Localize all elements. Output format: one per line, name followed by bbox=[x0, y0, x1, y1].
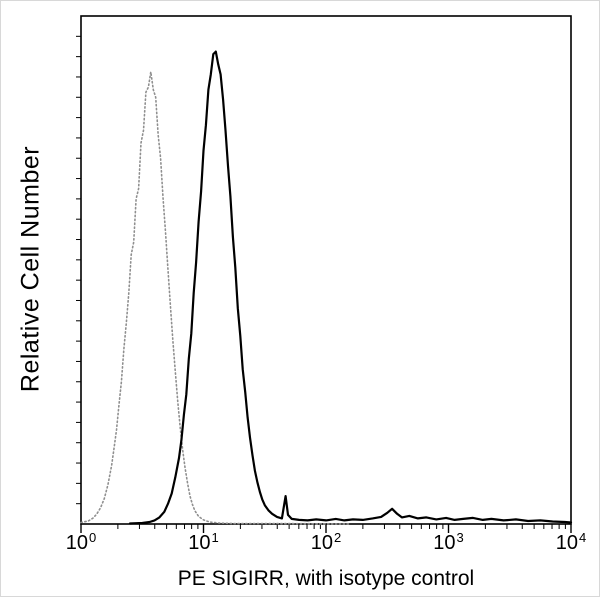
x-tick-exponent: 1 bbox=[211, 530, 219, 545]
x-tick-label: 100 bbox=[65, 530, 97, 555]
x-tick-label: 101 bbox=[188, 530, 219, 555]
x-tick-label: 104 bbox=[555, 530, 587, 555]
x-tick-exponent: 0 bbox=[89, 530, 97, 545]
series-pe-sigirr bbox=[128, 50, 573, 525]
series-isotype-control bbox=[80, 71, 352, 525]
x-tick-label: 102 bbox=[310, 530, 342, 555]
x-tick-base: 10 bbox=[188, 532, 211, 554]
x-tick-base: 10 bbox=[310, 532, 334, 554]
x-tick-exponent: 3 bbox=[456, 530, 464, 545]
y-axis-label: Relative Cell Number bbox=[16, 145, 45, 393]
x-tick-base: 10 bbox=[555, 532, 579, 554]
x-tick-exponent: 4 bbox=[579, 530, 587, 545]
x-tick-label: 103 bbox=[433, 530, 464, 555]
plot-frame bbox=[80, 15, 572, 525]
x-tick-base: 10 bbox=[65, 532, 89, 554]
x-tick-base: 10 bbox=[433, 532, 456, 554]
x-axis-label: PE SIGIRR, with isotype control bbox=[177, 567, 475, 590]
x-tick-exponent: 2 bbox=[334, 530, 342, 545]
